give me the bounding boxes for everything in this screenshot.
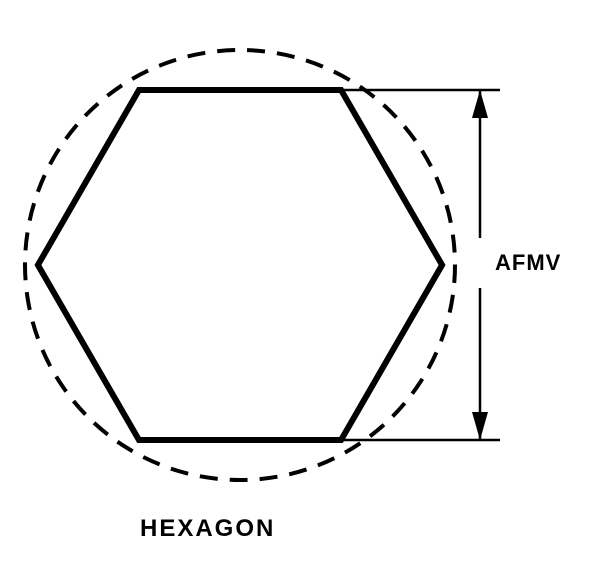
arrowhead-top-icon — [472, 90, 488, 118]
arrowhead-bottom-icon — [472, 412, 488, 440]
diagram-caption: HEXAGON — [140, 515, 275, 543]
hexagon-shape — [38, 90, 442, 440]
technical-drawing-svg — [0, 0, 600, 570]
dimension-label: AFMV — [495, 250, 561, 276]
circumscribed-circle — [25, 50, 455, 480]
diagram-container: AFMV HEXAGON — [0, 0, 600, 570]
